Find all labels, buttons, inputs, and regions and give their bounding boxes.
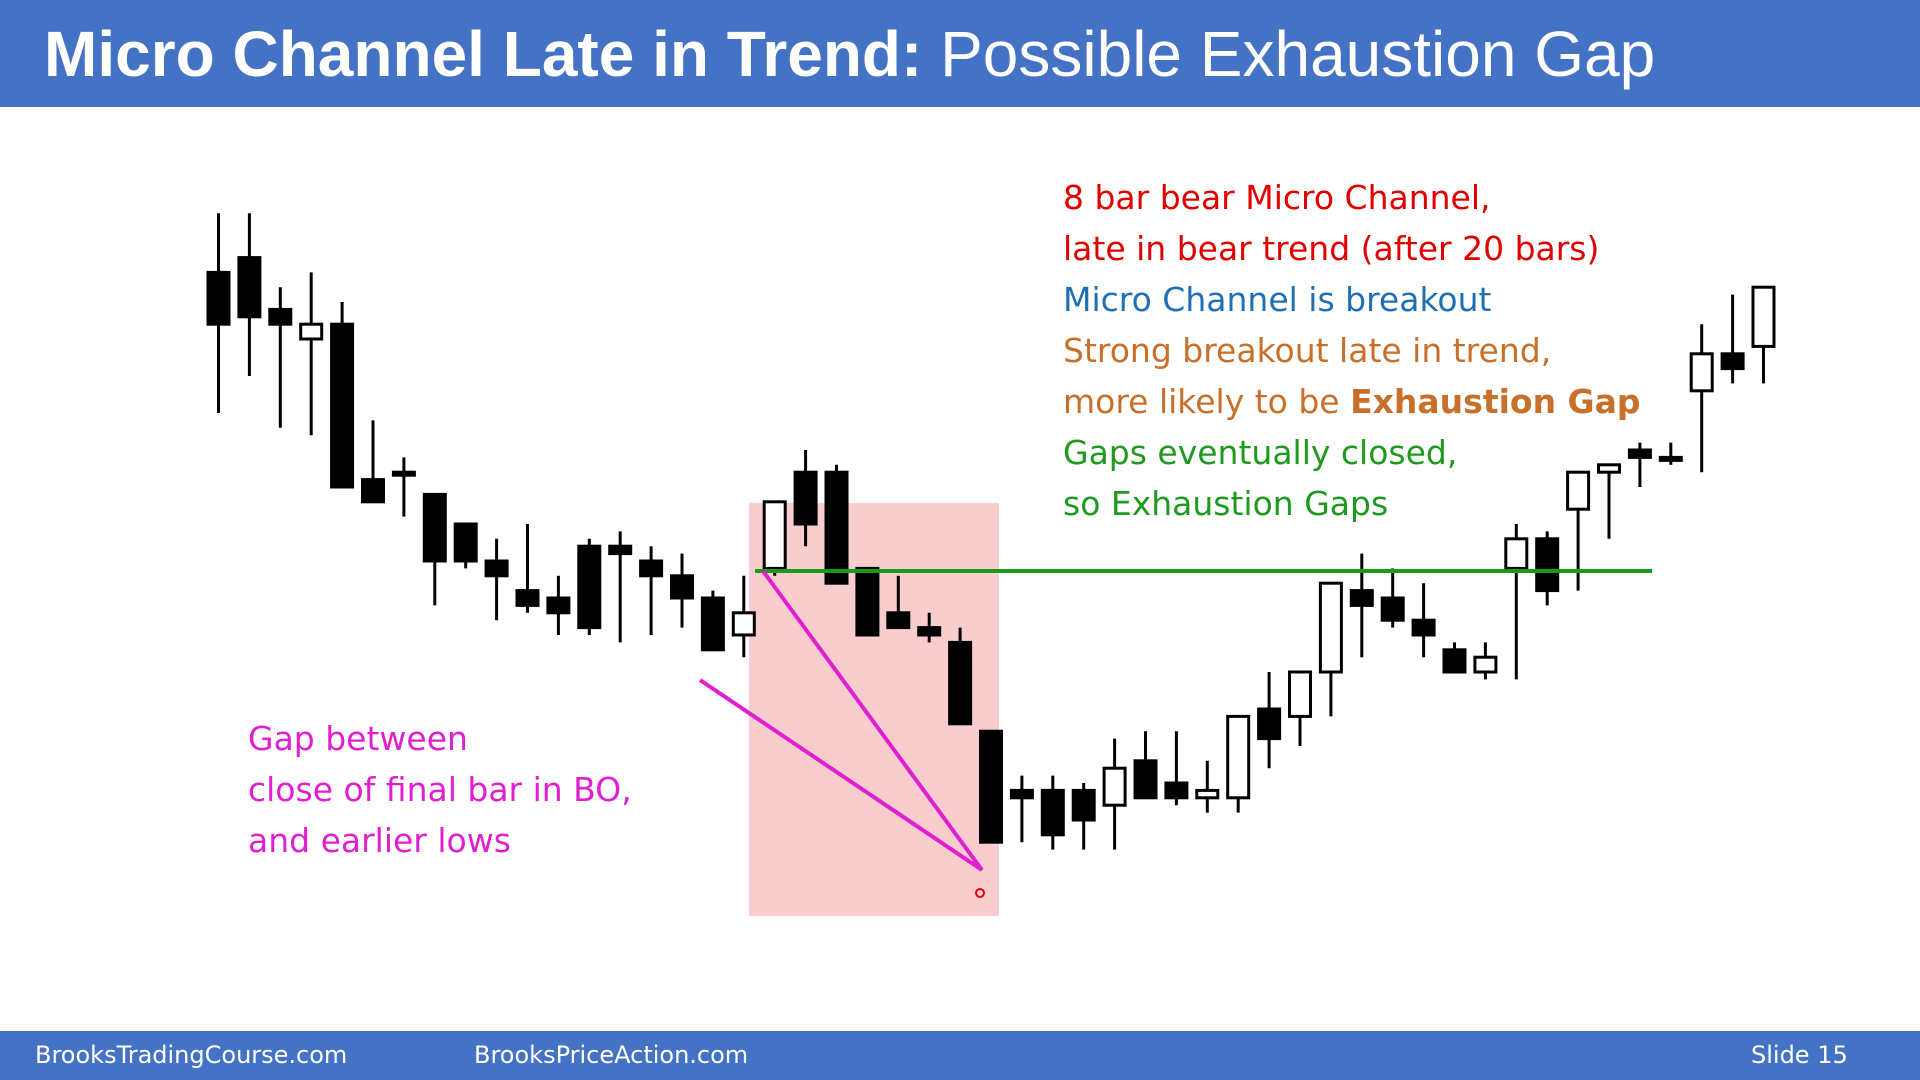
title-normal: Possible Exhaustion Gap xyxy=(922,18,1656,90)
footer-left-link: BrooksTradingCourse.com xyxy=(35,1041,348,1069)
bull-candle xyxy=(1658,455,1683,462)
note-line-5-prefix: more likely to be xyxy=(1063,382,1351,421)
note-line-6: Gaps eventually closed, xyxy=(1063,433,1458,472)
bear-candle xyxy=(948,640,973,726)
footer-mid-link: BrooksPriceAction.com xyxy=(474,1041,749,1069)
bull-candle xyxy=(1597,463,1621,474)
gap-line-2: close of final bar in BO, xyxy=(248,770,632,809)
bull-candle xyxy=(1226,714,1251,800)
bear-candle xyxy=(1627,448,1652,459)
bull-candle xyxy=(1195,788,1220,800)
low-marker xyxy=(975,888,985,898)
bear-candle xyxy=(577,544,602,630)
bear-candle xyxy=(1442,648,1467,674)
bear-candle xyxy=(793,470,818,526)
bull-candle xyxy=(1689,352,1714,393)
gap-line-earlier-lows xyxy=(698,678,984,872)
bear-candle xyxy=(1349,589,1374,607)
bear-candle xyxy=(608,544,633,556)
title-bold: Micro Channel Late in Trend: xyxy=(44,18,923,90)
bear-candle xyxy=(330,322,355,489)
bear-candle xyxy=(1040,788,1065,837)
bear-candle xyxy=(1411,618,1436,637)
slide-title: Micro Channel Late in Trend: Possible Ex… xyxy=(44,16,1655,92)
footer-bar: BrooksTradingCourse.com BrooksPriceActio… xyxy=(0,1031,1920,1080)
annotation-micro-channel: 8 bar bear Micro Channel, late in bear t… xyxy=(1063,172,1641,529)
bull-candle xyxy=(1288,670,1312,718)
bear-candle xyxy=(1164,781,1189,800)
gap-line-3: and earlier lows xyxy=(248,821,511,860)
bear-candle xyxy=(1380,596,1405,622)
bear-candle xyxy=(639,559,664,578)
bear-candle xyxy=(484,559,509,578)
note-line-2: late in bear trend (after 20 bars) xyxy=(1063,229,1600,268)
note-line-4: Strong breakout late in trend, xyxy=(1063,331,1552,370)
bull-candle xyxy=(1102,766,1127,807)
bear-candle xyxy=(1133,759,1158,800)
note-line-5: more likely to be Exhaustion Gap xyxy=(1063,376,1641,427)
note-line-7: so Exhaustion Gaps xyxy=(1063,484,1389,523)
annotation-gap: Gap between close of final bar in BO, an… xyxy=(248,713,632,866)
title-bar: Micro Channel Late in Trend: Possible Ex… xyxy=(0,0,1920,107)
note-line-3: Micro Channel is breakout xyxy=(1063,280,1492,319)
bull-candle xyxy=(1504,537,1529,570)
bull-candle xyxy=(1566,470,1591,511)
bull-candle xyxy=(1318,581,1343,674)
bull-candle xyxy=(1751,285,1776,348)
bear-candle xyxy=(917,626,942,637)
gap-line-1: Gap between xyxy=(248,719,468,758)
note-line-1: 8 bar bear Micro Channel, xyxy=(1063,178,1491,217)
bear-candle xyxy=(824,470,849,585)
bear-candle xyxy=(1009,788,1034,800)
bull-candle xyxy=(299,322,324,341)
bear-candle xyxy=(268,307,293,326)
gap-line-channel xyxy=(761,569,984,872)
bull-candle xyxy=(1473,655,1498,674)
bull-candle xyxy=(762,500,787,570)
bear-candle xyxy=(1071,788,1096,822)
bull-candle xyxy=(731,611,756,637)
bear-candle xyxy=(361,478,385,504)
slide-number: Slide 15 xyxy=(1751,1041,1848,1069)
bear-candle xyxy=(886,611,911,630)
bear-candle xyxy=(1257,707,1282,741)
bear-candle xyxy=(206,270,231,326)
bear-candle xyxy=(237,256,262,319)
bear-candle xyxy=(700,596,725,652)
bear-candle xyxy=(979,729,1003,844)
bear-candle xyxy=(422,492,447,563)
bear-candle xyxy=(546,596,571,615)
bear-candle xyxy=(515,589,540,607)
bear-candle xyxy=(670,574,694,600)
bear-candle xyxy=(1720,352,1745,371)
bull-candle xyxy=(391,470,416,477)
bear-candle xyxy=(1535,537,1560,593)
bear-candle xyxy=(453,522,478,563)
note-line-5-bold: Exhaustion Gap xyxy=(1350,382,1641,421)
bear-candle xyxy=(855,566,880,637)
